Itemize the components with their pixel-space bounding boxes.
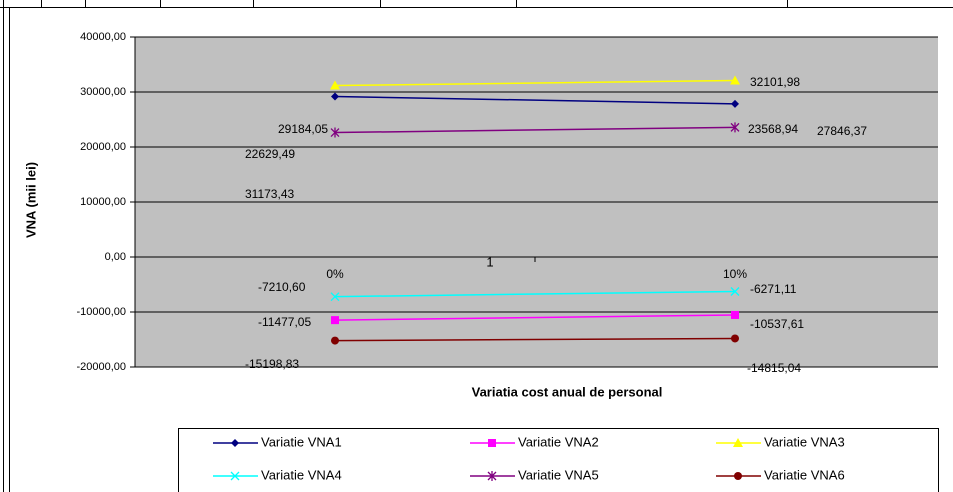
- legend-marker: [488, 439, 496, 447]
- legend-label: Variatie VNA3: [764, 434, 845, 449]
- legend-label: Variatie VNA1: [261, 434, 342, 449]
- marker: [330, 80, 340, 90]
- data-label: 27846,37: [817, 124, 867, 138]
- data-label: 23568,94: [748, 122, 798, 136]
- legend-label: Variatie VNA4: [261, 467, 342, 482]
- data-label: -6271,11: [750, 282, 797, 296]
- annotation: 1: [486, 254, 493, 269]
- legend-marker: [733, 438, 743, 447]
- data-label: 31173,43: [245, 187, 294, 201]
- marker: [730, 75, 740, 85]
- legend-label: Variatie VNA2: [518, 434, 599, 449]
- marker: [730, 287, 740, 296]
- y-tick-label: 20000,00: [80, 141, 126, 153]
- legend-label: Variatie VNA5: [518, 467, 599, 482]
- series-line: [334, 314, 736, 321]
- legend-entry: Variatie VNA1: [213, 434, 342, 449]
- legend-label: Variatie VNA6: [764, 467, 845, 482]
- marker: [330, 127, 340, 138]
- marker: [730, 122, 740, 133]
- y-tick-label: -20000,00: [76, 361, 126, 373]
- data-label: 32101,98: [750, 75, 800, 89]
- marker: [331, 336, 339, 345]
- marker: [331, 92, 339, 101]
- series-line: [334, 290, 736, 298]
- data-label: -14815,04: [747, 361, 801, 375]
- marker: [731, 99, 739, 108]
- x-tick-label: 0%: [326, 267, 344, 281]
- y-tick-label: -10000,00: [76, 306, 126, 318]
- legend-marker: [231, 439, 239, 447]
- legend-marker: [487, 471, 497, 481]
- data-label: -10537,61: [750, 317, 804, 331]
- x-tick-label: 10%: [723, 267, 747, 281]
- marker: [731, 334, 739, 343]
- legend-entry: Variatie VNA2: [470, 434, 599, 449]
- legend-entry: Variatie VNA6: [716, 467, 845, 482]
- data-label: -11477,05: [258, 315, 311, 329]
- x-axis-title: Variatia cost anual de personal: [472, 384, 663, 399]
- y-tick-label: 40000,00: [80, 31, 126, 43]
- legend-entry: Variatie VNA5: [470, 467, 599, 482]
- data-label: 29184,05: [278, 122, 328, 136]
- data-label: 22629,49: [245, 147, 295, 161]
- legend-entry: Variatie VNA4: [213, 467, 342, 482]
- data-label: -7210,60: [258, 280, 306, 294]
- y-tick-label: 30000,00: [80, 86, 126, 98]
- series-line: [334, 95, 736, 105]
- legend-marker: [230, 471, 240, 481]
- y-axis-title: VNA (mii lei): [23, 162, 38, 238]
- y-tick-label: 10000,00: [80, 196, 126, 208]
- legend-marker: [734, 472, 742, 480]
- series-line: [334, 126, 736, 134]
- legend-entry: Variatie VNA3: [716, 434, 845, 449]
- legend: [178, 428, 939, 492]
- data-label: -15198,83: [245, 357, 299, 371]
- marker: [731, 310, 739, 319]
- marker: [331, 316, 339, 325]
- series-line: [334, 337, 736, 342]
- marker: [330, 292, 340, 302]
- y-tick-label: 0,00: [105, 251, 126, 263]
- series-line: [334, 79, 736, 87]
